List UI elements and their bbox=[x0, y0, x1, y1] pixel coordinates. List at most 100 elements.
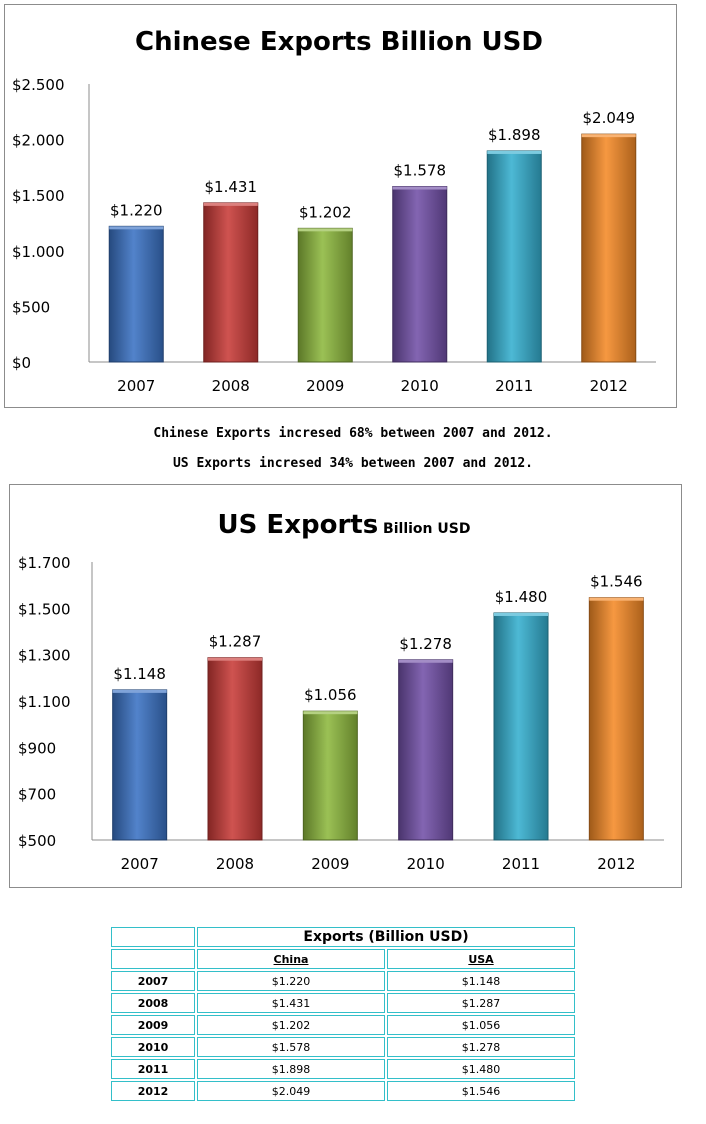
data-label: $1.278 bbox=[399, 635, 452, 653]
cell-usa-value: $1.287 bbox=[387, 993, 575, 1013]
data-label: $1.578 bbox=[394, 162, 447, 180]
chart-title: US Exports Billion USD bbox=[218, 510, 471, 540]
y-tick-label: $500 bbox=[12, 298, 50, 316]
y-tick-label: $1.000 bbox=[12, 243, 65, 261]
bar-2008 bbox=[203, 202, 259, 363]
x-tick-label: 2010 bbox=[407, 855, 445, 873]
x-tick-label: 2012 bbox=[590, 377, 628, 395]
bar-top-highlight bbox=[208, 657, 262, 661]
chart-title-sub: Billion USD bbox=[378, 521, 470, 537]
bar-top-highlight bbox=[581, 134, 636, 138]
table-row: 2010 $1.578 $1.278 bbox=[111, 1037, 575, 1057]
china-growth-note: Chinese Exports incresed 68% between 200… bbox=[153, 426, 553, 441]
bar-top-highlight bbox=[392, 186, 447, 190]
exports-table: Exports (Billion USD) China USA 2007 $1.… bbox=[109, 925, 577, 1103]
row-year: 2009 bbox=[111, 1015, 195, 1035]
data-label: $2.049 bbox=[583, 109, 636, 127]
cell-china-value: $1.220 bbox=[197, 971, 385, 991]
bar-2010 bbox=[392, 186, 448, 363]
y-tick-label: $1.700 bbox=[18, 554, 71, 572]
row-year: 2011 bbox=[111, 1059, 195, 1079]
table-subheader-row: China USA bbox=[111, 949, 575, 969]
x-tick-label: 2011 bbox=[502, 855, 540, 873]
y-tick-label: $1.500 bbox=[12, 187, 65, 205]
bar-2011 bbox=[493, 612, 549, 841]
china-exports-chart: Chinese Exports Billion USD $0 $500 $1.000 $… bbox=[4, 4, 677, 408]
cell-usa-value: $1.546 bbox=[387, 1081, 575, 1101]
chart-title: Chinese Exports Billion USD bbox=[135, 27, 543, 57]
chart-title-main: US Exports bbox=[218, 510, 379, 540]
row-year: 2010 bbox=[111, 1037, 195, 1057]
cell-usa-value: $1.480 bbox=[387, 1059, 575, 1079]
x-tick-label: 2008 bbox=[212, 377, 250, 395]
data-label: $1.898 bbox=[488, 126, 541, 144]
table-corner-cell bbox=[111, 927, 195, 947]
column-header-usa: USA bbox=[387, 949, 575, 969]
cell-china-value: $1.898 bbox=[197, 1059, 385, 1079]
table-row: 2008 $1.431 $1.287 bbox=[111, 993, 575, 1013]
x-tick-label: 2007 bbox=[117, 377, 155, 395]
x-tick-label: 2009 bbox=[306, 377, 344, 395]
bar-2010 bbox=[398, 659, 454, 841]
bar-2009 bbox=[302, 710, 358, 841]
y-tick-label: $1.100 bbox=[18, 693, 71, 711]
bar-top-highlight bbox=[109, 226, 164, 230]
bar-top-highlight bbox=[203, 202, 258, 206]
data-label: $1.480 bbox=[495, 588, 548, 606]
data-label: $1.287 bbox=[209, 633, 262, 651]
y-tick-label: $1.500 bbox=[18, 600, 71, 618]
bar-2007 bbox=[112, 689, 168, 841]
y-tick-label: $500 bbox=[18, 832, 56, 850]
y-tick-label: $700 bbox=[18, 786, 56, 804]
y-tick-label: $1.300 bbox=[18, 647, 71, 665]
bar-top-highlight bbox=[494, 612, 548, 616]
bar-top-highlight bbox=[298, 228, 353, 232]
y-tick-label: $0 bbox=[12, 354, 31, 372]
data-label: $1.431 bbox=[205, 178, 258, 196]
row-year: 2007 bbox=[111, 971, 195, 991]
bar-2008 bbox=[207, 657, 263, 841]
cell-china-value: $1.431 bbox=[197, 993, 385, 1013]
y-tick-label: $2.000 bbox=[12, 132, 65, 150]
x-tick-label: 2008 bbox=[216, 855, 254, 873]
bar-2009 bbox=[297, 227, 353, 363]
table-row: 2009 $1.202 $1.056 bbox=[111, 1015, 575, 1035]
cell-usa-value: $1.056 bbox=[387, 1015, 575, 1035]
bar-top-highlight bbox=[303, 711, 358, 715]
x-tick-label: 2009 bbox=[311, 855, 349, 873]
data-label: $1.220 bbox=[110, 201, 163, 219]
table-title: Exports (Billion USD) bbox=[197, 927, 575, 947]
table-row: 2011 $1.898 $1.480 bbox=[111, 1059, 575, 1079]
row-year: 2012 bbox=[111, 1081, 195, 1101]
table-header-row: Exports (Billion USD) bbox=[111, 927, 575, 947]
x-tick-label: 2007 bbox=[121, 855, 159, 873]
chart-title-main: Chinese Exports Billion USD bbox=[135, 27, 543, 57]
cell-china-value: $2.049 bbox=[197, 1081, 385, 1101]
data-label: $1.546 bbox=[590, 573, 643, 591]
bar-2012 bbox=[581, 133, 637, 363]
x-tick-label: 2012 bbox=[597, 855, 635, 873]
bar-2012 bbox=[588, 597, 644, 841]
table-row: 2012 $2.049 $1.546 bbox=[111, 1081, 575, 1101]
bar-top-highlight bbox=[398, 659, 453, 663]
bar-2011 bbox=[486, 150, 542, 363]
us-chart-svg: US Exports Billion USD $500 $700 $900 $1.100… bbox=[18, 510, 664, 873]
column-header-china: China bbox=[197, 949, 385, 969]
table-row: 2007 $1.220 $1.148 bbox=[111, 971, 575, 991]
data-label: $1.202 bbox=[299, 203, 352, 221]
y-tick-label: $2.500 bbox=[12, 76, 65, 94]
data-label: $1.148 bbox=[113, 665, 166, 683]
row-year: 2008 bbox=[111, 993, 195, 1013]
cell-china-value: $1.578 bbox=[197, 1037, 385, 1057]
china-chart-svg: Chinese Exports Billion USD $0 $500 $1.000 $… bbox=[12, 27, 656, 395]
bar-top-highlight bbox=[589, 597, 644, 601]
us-exports-chart: US Exports Billion USD $500 $700 $900 $1.100… bbox=[9, 484, 682, 888]
x-tick-label: 2011 bbox=[495, 377, 533, 395]
x-tick-label: 2010 bbox=[401, 377, 439, 395]
cell-usa-value: $1.278 bbox=[387, 1037, 575, 1057]
bar-top-highlight bbox=[487, 150, 542, 154]
table-corner-cell bbox=[111, 949, 195, 969]
bar-2007 bbox=[108, 225, 164, 363]
us-growth-note: US Exports incresed 34% between 2007 and… bbox=[172, 456, 534, 471]
data-label: $1.056 bbox=[304, 686, 357, 704]
